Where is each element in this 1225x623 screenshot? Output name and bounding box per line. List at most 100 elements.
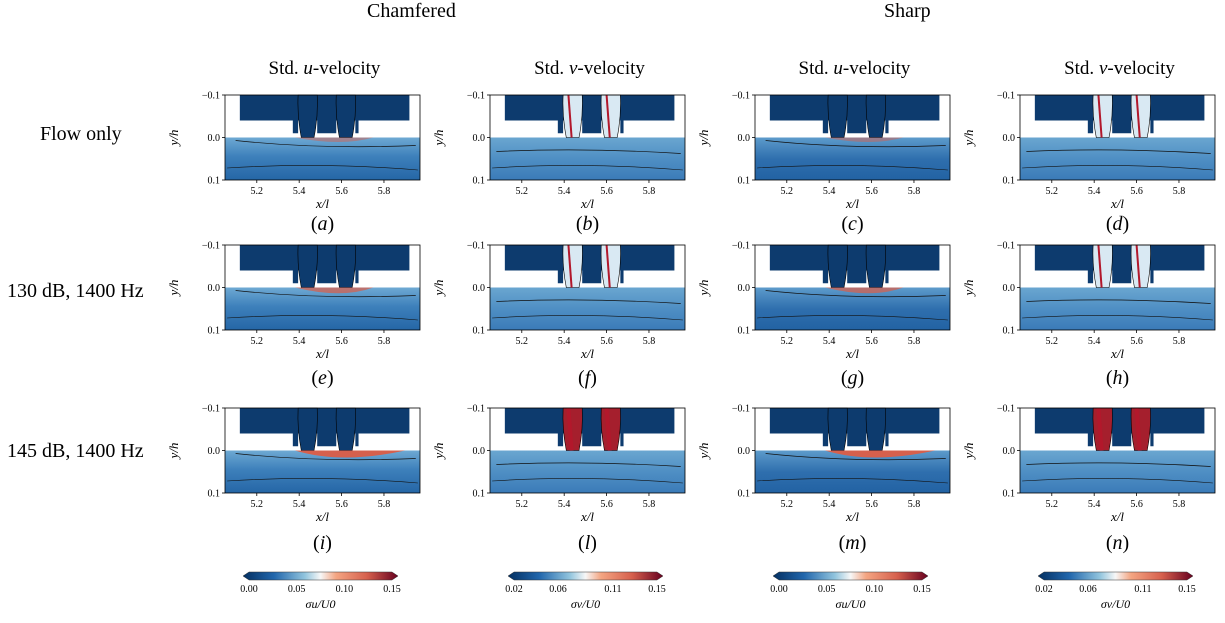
panel-caption: (f) [578, 367, 597, 389]
y-tick-label: 0.1 [208, 176, 221, 187]
y-axis-label: y/h [166, 130, 181, 148]
neck-segment [317, 433, 337, 447]
y-tick-label: −0.1 [997, 404, 1015, 415]
y-tick-label: 0.0 [473, 446, 486, 457]
y-tick-label: −0.1 [732, 404, 750, 415]
x-axis-label: x/l [1110, 196, 1124, 211]
x-tick-label: 5.4 [1088, 186, 1101, 197]
y-tick-label: 0.0 [208, 283, 221, 294]
panel-caption: (m) [838, 532, 867, 554]
flow-field [225, 137, 420, 180]
x-tick-label: 5.8 [378, 499, 391, 510]
contour-line [235, 453, 416, 461]
colorbar-label: σv/U0 [570, 597, 599, 611]
colorbar-tick-label: 0.10 [335, 584, 353, 595]
contour-line [765, 453, 946, 461]
group-title-chamfered: Chamfered [367, 0, 456, 22]
contour-line [1026, 462, 1211, 467]
x-axis-label: x/l [845, 346, 859, 361]
contour-line [492, 165, 683, 171]
column-title-3: Std. u-velocity [798, 58, 911, 79]
y-tick-label: −0.1 [732, 241, 750, 252]
y-tick-label: 0.0 [1003, 283, 1016, 294]
neck-segment [885, 433, 889, 447]
contour-panel: 5.2 5.4 5.6 5.8 −0.1 0.0 0.1 x/l y/h [431, 85, 700, 220]
x-tick-label: 5.8 [643, 336, 656, 347]
duct-wall [239, 245, 410, 271]
x-tick-label: 5.4 [293, 499, 306, 510]
contour-panel: 5.2 5.4 5.6 5.8 −0.1 0.0 0.1 x/l y/h [961, 398, 1225, 533]
x-tick-label: 5.4 [558, 186, 571, 197]
contour-line [765, 140, 946, 148]
panel-caption: (b) [575, 213, 600, 235]
contour-line [496, 462, 681, 467]
neck-segment [557, 270, 564, 284]
orifice-jet [1130, 94, 1151, 138]
contour-line [757, 315, 948, 321]
jet-core [604, 407, 612, 451]
contour-panel: 5.2 5.4 5.6 5.8 −0.1 0.0 0.1 x/l y/h [431, 398, 700, 533]
y-tick-label: 0.0 [738, 133, 751, 144]
orifice-jet [335, 244, 356, 288]
y-axis-label: y/h [696, 130, 711, 148]
x-axis-label: x/l [1110, 346, 1124, 361]
colorbar-gradient [242, 571, 398, 581]
colorbar-tick-label: 0.00 [770, 584, 788, 595]
orifice-jet [297, 244, 318, 288]
orifice-jet [600, 94, 621, 138]
column-title-4: Std. v-velocity [1064, 58, 1175, 79]
flow-field [1020, 287, 1215, 330]
y-tick-label: 0.0 [1003, 446, 1016, 457]
contour-panel: 5.2 5.4 5.6 5.8 −0.1 0.0 0.1 x/l y/h [696, 398, 965, 533]
row-label-3: 145 dB, 1400 Hz [7, 440, 144, 462]
jet-core [1097, 94, 1103, 138]
x-axis-label: x/l [1110, 509, 1124, 524]
orifice-jet [297, 407, 318, 451]
y-tick-label: 0.1 [473, 489, 486, 500]
colorbar-tick-label: 0.06 [1079, 584, 1097, 595]
duct-wall [769, 245, 940, 271]
colorbar-label: σu/U0 [305, 597, 335, 611]
flow-field [755, 287, 950, 330]
orifice-jet [297, 94, 318, 138]
x-tick-label: 5.6 [1130, 336, 1143, 347]
neck-segment [822, 120, 829, 134]
x-tick-label: 5.8 [643, 499, 656, 510]
neck-segment [292, 433, 299, 447]
shear-layer [294, 287, 374, 294]
colorbar: 0.02 0.06 0.11 0.15 σv/U0 [1028, 568, 1208, 623]
y-tick-label: 0.0 [1003, 133, 1016, 144]
jet-core [1134, 407, 1142, 451]
contour-line [1022, 478, 1213, 484]
y-axis-label: y/h [166, 280, 181, 298]
neck-segment [620, 433, 624, 447]
y-tick-label: 0.0 [738, 446, 751, 457]
orifice-jet [865, 94, 886, 138]
neck-segment [1112, 270, 1132, 284]
contour-line [757, 165, 948, 171]
orifice-jet [1130, 244, 1151, 288]
neck-segment [582, 120, 602, 134]
jet-core [567, 244, 573, 288]
y-tick-label: −0.1 [202, 91, 220, 102]
duct-wall [504, 245, 675, 271]
colorbar-label: σu/U0 [835, 597, 865, 611]
x-tick-label: 5.6 [335, 186, 348, 197]
flow-field [1020, 137, 1215, 180]
x-tick-label: 5.2 [1046, 336, 1059, 347]
shear-layer [294, 137, 374, 142]
group-title-sharp: Sharp [884, 0, 931, 22]
colorbar-tick-label: 0.11 [604, 584, 621, 595]
orifice-jet [600, 244, 621, 288]
x-tick-label: 5.4 [823, 186, 836, 197]
colorbar-tick-label: 0.15 [1178, 584, 1196, 595]
y-axis-label: y/h [696, 443, 711, 461]
colorbar: 0.00 0.05 0.10 0.15 σu/U0 [233, 568, 413, 623]
x-axis-label: x/l [580, 346, 594, 361]
contour-line [492, 478, 683, 484]
y-tick-label: 0.1 [1003, 489, 1016, 500]
y-axis-label: y/h [961, 130, 976, 148]
x-tick-label: 5.2 [516, 499, 529, 510]
y-tick-label: 0.0 [208, 446, 221, 457]
neck-segment [847, 433, 867, 447]
